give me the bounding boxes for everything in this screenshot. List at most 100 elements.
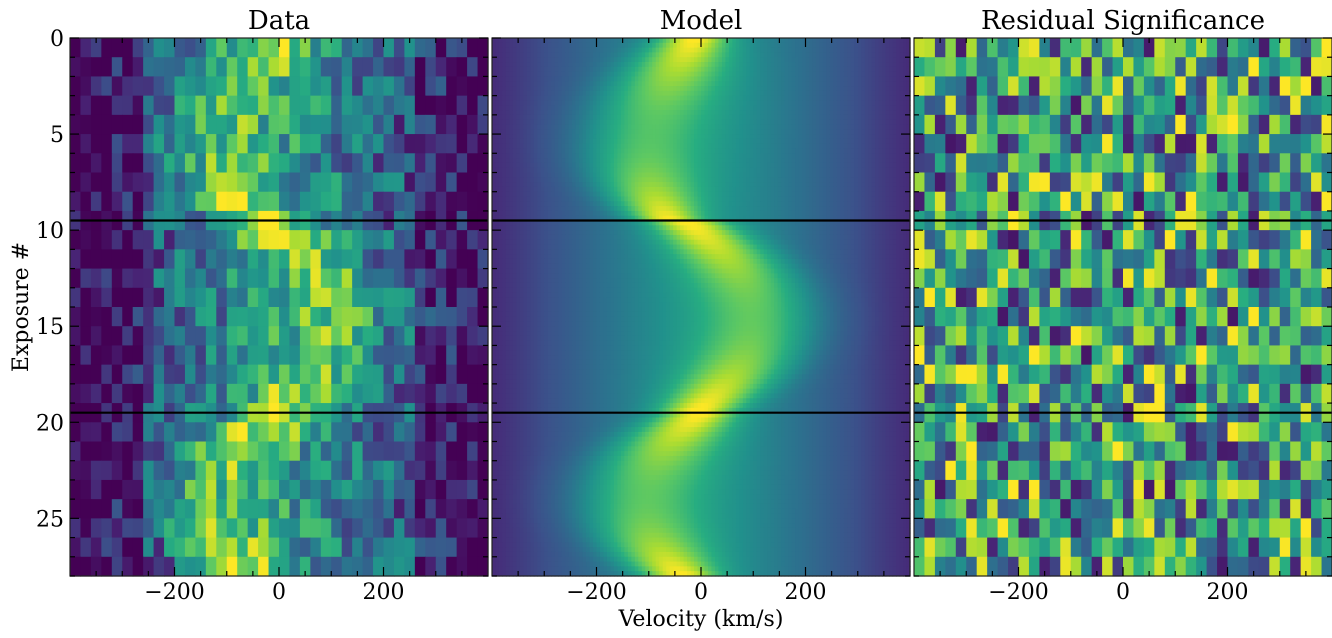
heatmap-cell	[836, 167, 841, 174]
heatmap-cell	[495, 105, 500, 111]
heatmap-cell	[662, 42, 667, 49]
heatmap-cell	[749, 138, 754, 145]
heatmap-cell	[558, 86, 563, 92]
heatmap-cell	[791, 95, 796, 102]
heatmap-cell	[669, 42, 674, 49]
heatmap-cell	[680, 158, 685, 164]
heatmap-cell	[586, 134, 591, 140]
heatmap-cell	[711, 124, 716, 130]
heatmap-cell	[906, 177, 911, 183]
heatmap-cell	[299, 364, 311, 385]
heatmap-cell	[742, 124, 747, 130]
heatmap-cell	[784, 95, 789, 102]
heatmap-cell	[268, 537, 280, 558]
heatmap-cell	[770, 158, 775, 164]
heatmap-cell	[341, 307, 353, 327]
heatmap-cell	[184, 95, 196, 116]
heatmap-cell	[565, 182, 570, 188]
heatmap-cell	[697, 124, 702, 130]
heatmap-cell	[226, 441, 238, 462]
heatmap-cell	[815, 86, 821, 92]
heatmap-cell	[599, 124, 605, 130]
heatmap-cell	[701, 138, 706, 145]
heatmap-cell	[659, 38, 664, 44]
heatmap-cell	[641, 148, 646, 154]
heatmap-cell	[770, 81, 775, 87]
heatmap-cell	[655, 119, 660, 126]
heatmap-cell	[568, 134, 573, 140]
heatmap-cell	[237, 134, 249, 154]
heatmap-cell	[289, 153, 301, 174]
heatmap-cell	[537, 153, 542, 159]
heatmap-cell	[572, 57, 577, 63]
heatmap-cell	[516, 47, 521, 54]
heatmap-cell	[885, 81, 890, 87]
heatmap-cell	[393, 383, 405, 404]
heatmap-cell	[512, 42, 517, 49]
heatmap-cell	[523, 47, 528, 54]
heatmap-cell	[575, 114, 580, 121]
heatmap-cell	[547, 129, 552, 135]
heatmap-cell	[537, 71, 542, 78]
heatmap-cell	[680, 105, 685, 111]
heatmap-cell	[735, 143, 740, 150]
heatmap-cell	[551, 129, 556, 135]
heatmap-cell	[781, 105, 786, 111]
heatmap-cell	[641, 57, 646, 63]
heatmap-cell	[558, 52, 563, 58]
heatmap-cell	[669, 76, 674, 82]
heatmap-cell	[746, 129, 751, 135]
heatmap-cell	[826, 153, 831, 159]
heatmap-cell	[669, 86, 674, 92]
heatmap-cell	[495, 100, 500, 106]
heatmap-cell	[777, 172, 782, 178]
heatmap-cell	[784, 86, 789, 92]
heatmap-cell	[565, 66, 570, 73]
heatmap-cell	[586, 100, 591, 106]
heatmap-cell	[561, 153, 566, 159]
heatmap-cell	[666, 100, 671, 106]
heatmap-cell	[467, 345, 479, 366]
heatmap-cell	[795, 182, 800, 188]
heatmap-cell	[530, 124, 535, 130]
heatmap-cell	[237, 441, 249, 462]
heatmap-cell	[575, 71, 580, 78]
heatmap-cell	[847, 124, 852, 130]
heatmap-cell	[101, 268, 113, 289]
heatmap-cell	[258, 383, 270, 404]
heatmap-cell	[341, 249, 353, 270]
heatmap-cell	[868, 119, 873, 126]
heatmap-cell	[634, 100, 639, 106]
heatmap-cell	[362, 268, 374, 289]
heatmap-cell	[516, 148, 521, 154]
heatmap-cell	[606, 47, 612, 54]
heatmap-cell	[676, 66, 681, 73]
heatmap-cell	[631, 81, 636, 87]
heatmap-cell	[492, 66, 497, 73]
heatmap-cell	[697, 143, 702, 150]
heatmap-cell	[655, 90, 660, 97]
heatmap-cell	[279, 57, 291, 78]
heatmap-cell	[582, 62, 587, 68]
heatmap-cell	[523, 110, 528, 116]
heatmap-cell	[721, 153, 726, 159]
heatmap-cell	[530, 158, 535, 164]
heatmap-cell	[829, 162, 834, 169]
heatmap-cell	[721, 71, 726, 78]
heatmap-cell	[122, 479, 134, 500]
heatmap-cell	[627, 81, 632, 87]
heatmap-cell	[446, 191, 458, 212]
heatmap-cell	[707, 138, 713, 145]
heatmap-cell	[226, 460, 238, 481]
heatmap-cell	[164, 134, 176, 154]
heatmap-cell	[502, 57, 507, 63]
heatmap-cell	[899, 148, 904, 154]
heatmap-cell	[889, 138, 894, 145]
heatmap-cell	[739, 110, 744, 116]
heatmap-cell	[662, 129, 667, 135]
heatmap-cell	[648, 143, 653, 150]
heatmap-cell	[414, 191, 426, 212]
heatmap-cell	[502, 100, 507, 106]
heatmap-cell	[760, 81, 765, 87]
heatmap-cell	[634, 119, 639, 126]
